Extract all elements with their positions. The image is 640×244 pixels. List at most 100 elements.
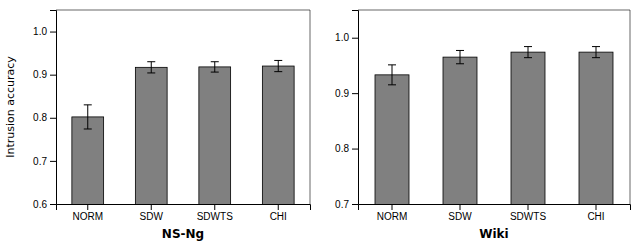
error-cap (592, 46, 600, 47)
error-bar (211, 62, 219, 72)
tick-mark (352, 93, 358, 94)
error-line (392, 65, 393, 85)
figure: 0.6 0.7 0.8 0.9 1.0 NORM SDW SDWTS CHI NS-Ng Intru… (0, 0, 640, 244)
tick-label: SDW (140, 211, 164, 222)
y-tick: 0.9 (335, 88, 358, 99)
error-line (528, 47, 529, 58)
tick-mark (352, 38, 358, 39)
bar (72, 117, 104, 204)
error-cap (211, 72, 219, 73)
error-bar (84, 105, 92, 129)
y-tick: 0.9 (33, 69, 56, 80)
tick-mark (151, 204, 152, 210)
x-axis: NORM SDW SDWTS CHI (57, 204, 311, 222)
error-cap (147, 72, 155, 73)
bar (135, 67, 167, 204)
error-bar (524, 47, 532, 58)
tick-label: 0.9 (33, 69, 47, 80)
error-cap (388, 64, 396, 65)
y-tick: 0.7 (33, 156, 56, 167)
bar (579, 52, 613, 204)
frame (56, 10, 310, 11)
bar (199, 67, 231, 204)
tick-mark (50, 118, 56, 119)
frame (630, 10, 631, 204)
error-cap (388, 84, 396, 85)
x-tick: SDW (140, 204, 164, 222)
tick-label: 0.7 (335, 199, 349, 210)
axis-line (57, 205, 311, 211)
y-tick: 1.0 (33, 26, 56, 37)
tick-label: NORM (377, 211, 408, 222)
error-bar (456, 50, 464, 63)
error-cap (84, 104, 92, 105)
panel: 0.6 0.7 0.8 0.9 1.0 NORM SDW SDWTS CHI NS-Ng Intru… (4, 10, 311, 244)
error-cap (147, 61, 155, 62)
tick-label: SDWTS (510, 211, 546, 222)
error-cap (84, 128, 92, 129)
bar (511, 52, 545, 204)
x-axis-title: Wiki (479, 227, 508, 241)
x-tick: CHI (587, 204, 604, 222)
error-line (278, 60, 279, 71)
x-axis-title: NS-Ng (162, 227, 204, 241)
tick-mark (278, 204, 279, 210)
x-axis: NORM SDW SDWTS CHI (359, 204, 631, 222)
axis-line (50, 11, 57, 205)
panel: 0.7 0.8 0.9 1.0 NORM SDW SDWTS CHI Wiki (335, 10, 630, 244)
tick-label: CHI (270, 211, 287, 222)
bar (262, 66, 294, 204)
tick-mark (50, 204, 56, 205)
y-tick: 0.8 (335, 143, 358, 154)
tick-label: 0.9 (335, 88, 349, 99)
x-tick: SDW (448, 204, 472, 222)
frame (310, 10, 311, 204)
x-tick: SDWTS (510, 204, 546, 222)
x-tick: SDWTS (197, 204, 233, 222)
tick-label: CHI (587, 211, 604, 222)
axis-line (359, 205, 631, 211)
error-cap (524, 57, 532, 58)
error-line (87, 105, 88, 129)
tick-mark (50, 75, 56, 76)
y-tick: 0.6 (33, 199, 56, 210)
y-tick: 0.8 (33, 112, 56, 123)
tick-mark (460, 204, 461, 210)
error-cap (524, 46, 532, 47)
error-line (596, 47, 597, 58)
bar (375, 75, 409, 204)
tick-mark (392, 204, 393, 210)
error-cap (456, 50, 464, 51)
plot-area (72, 60, 294, 204)
error-cap (211, 61, 219, 62)
y-axis-title: Intrusion accuracy (4, 56, 17, 158)
error-cap (592, 57, 600, 58)
y-tick: 0.7 (335, 199, 358, 210)
x-tick: CHI (270, 204, 287, 222)
x-tick: NORM (72, 204, 103, 222)
tick-mark (596, 204, 597, 210)
error-bar (274, 60, 282, 71)
error-bar (147, 62, 155, 73)
tick-label: 0.8 (335, 143, 349, 154)
error-line (151, 62, 152, 73)
plot-area (375, 47, 613, 204)
tick-mark (352, 149, 358, 150)
error-line (460, 50, 461, 63)
error-bar (388, 65, 396, 85)
tick-label: 1.0 (33, 26, 47, 37)
tick-label: 0.7 (33, 156, 47, 167)
tick-mark (352, 204, 358, 205)
tick-mark (50, 32, 56, 33)
y-axis: 0.6 0.7 0.8 0.9 1.0 (33, 11, 56, 210)
y-tick: 1.0 (335, 32, 358, 43)
axis-line (352, 11, 359, 205)
x-tick: NORM (377, 204, 408, 222)
error-line (214, 62, 215, 72)
y-axis: 0.7 0.8 0.9 1.0 (335, 11, 358, 210)
tick-mark (87, 204, 88, 210)
error-cap (274, 60, 282, 61)
error-cap (274, 71, 282, 72)
tick-label: SDWTS (197, 211, 233, 222)
tick-label: SDW (448, 211, 472, 222)
